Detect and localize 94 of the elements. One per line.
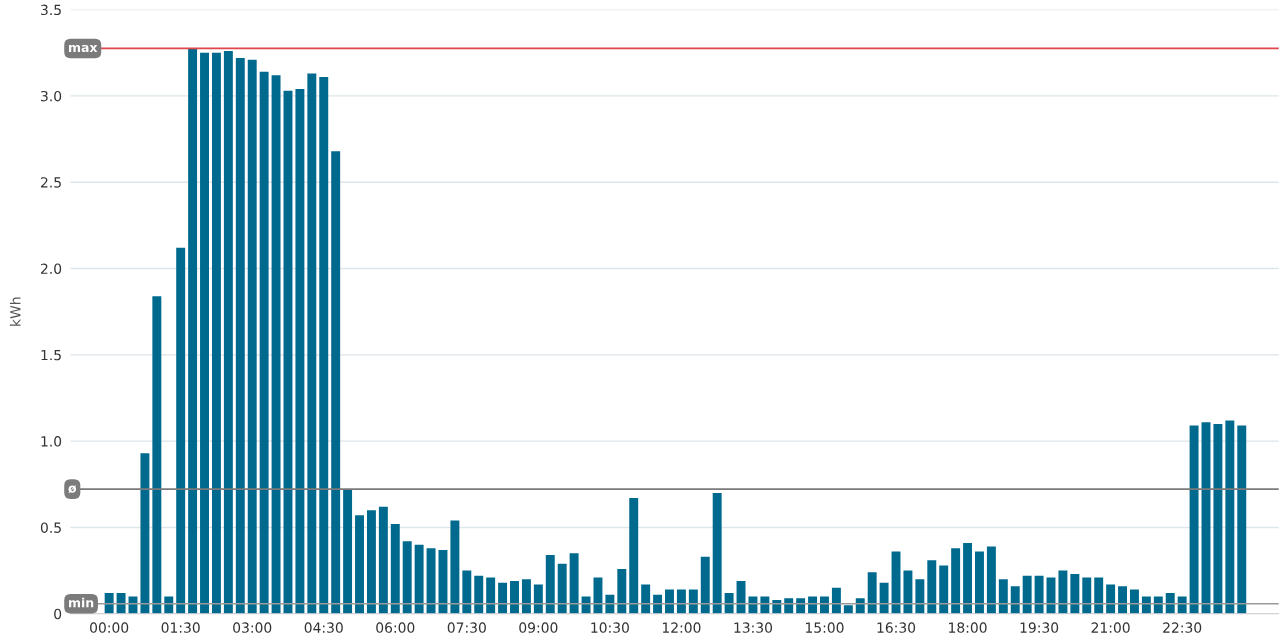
bar (1010, 586, 1020, 614)
x-tick-label: 07:30 (447, 622, 486, 633)
bar (140, 453, 150, 614)
ref-line-label: max (69, 44, 98, 53)
bar (939, 565, 949, 614)
y-tick-label: 0 (54, 608, 62, 620)
bar (641, 584, 651, 614)
bar (450, 520, 460, 614)
bar (1189, 425, 1199, 614)
y-tick-label: 3.0 (41, 90, 62, 102)
bar (188, 48, 198, 614)
ref-line-label: ø (68, 485, 77, 494)
x-tick-label: 18:00 (949, 622, 987, 633)
x-tick-label: 06:00 (376, 622, 415, 633)
y-tick-label: 3.5 (41, 4, 61, 16)
bar (390, 524, 400, 614)
bar (331, 151, 341, 614)
bar (629, 498, 639, 614)
bar (700, 556, 710, 614)
y-tick-label: 1.0 (41, 436, 62, 447)
bar (223, 51, 233, 614)
bar (617, 568, 627, 614)
y-tick-label: 2.5 (41, 177, 61, 188)
bar (498, 582, 508, 614)
bar (1034, 575, 1044, 614)
bar (963, 542, 973, 614)
x-tick-label: 09:00 (519, 622, 558, 633)
bar (557, 563, 567, 614)
bar (903, 570, 913, 614)
bar (366, 510, 376, 614)
bar (915, 579, 925, 614)
bar (521, 579, 531, 614)
x-tick-label: 15:00 (805, 622, 844, 633)
bar (211, 52, 221, 614)
bar (1070, 574, 1080, 614)
bar (426, 548, 436, 614)
bar (1082, 577, 1092, 614)
ref-line-label: min (69, 597, 94, 608)
bar (438, 549, 448, 614)
bar (1094, 577, 1104, 614)
bar (1022, 575, 1032, 614)
bar (378, 506, 388, 614)
bar (951, 548, 961, 614)
x-tick-label: 19:30 (1020, 622, 1059, 633)
bar (867, 572, 877, 614)
bar (1237, 425, 1247, 614)
bar (176, 247, 186, 614)
x-tick-label: 00:00 (90, 622, 129, 633)
bar (295, 89, 305, 614)
y-axis-title: kWh (9, 297, 21, 326)
bar (1213, 423, 1223, 614)
bar (1225, 420, 1235, 614)
x-tick-label: 12:00 (662, 622, 701, 633)
bar (975, 551, 984, 614)
bar (533, 584, 543, 614)
y-tick-label: 2.0 (41, 263, 62, 274)
bar (1058, 570, 1068, 614)
bar (593, 577, 603, 614)
bar (271, 75, 281, 614)
bar (307, 73, 317, 614)
bar (545, 555, 555, 614)
bar (200, 52, 209, 614)
bar (259, 71, 269, 614)
bar (927, 560, 937, 614)
bar (712, 492, 722, 614)
bar (235, 57, 245, 614)
bar (843, 605, 853, 614)
x-tick-label: 03:00 (233, 622, 272, 633)
bar (1118, 586, 1128, 614)
bar (986, 546, 996, 614)
bar (402, 541, 412, 614)
bar (152, 296, 162, 614)
bar (510, 580, 519, 614)
bar (879, 582, 889, 614)
bar (414, 544, 424, 614)
x-tick-label: 21:00 (1091, 622, 1130, 633)
x-tick-label: 16:30 (877, 622, 916, 633)
bar (998, 579, 1008, 614)
x-tick-label: 10:30 (591, 622, 629, 633)
bar (355, 515, 364, 614)
bar (319, 76, 329, 614)
x-tick-label: 04:30 (304, 622, 343, 633)
x-tick-label: 01:30 (161, 622, 200, 633)
bar (486, 577, 496, 614)
bar (343, 489, 353, 614)
y-tick-label: 1.5 (41, 349, 61, 361)
bar (569, 553, 579, 614)
x-tick-label: 13:30 (734, 622, 773, 633)
x-tick-label: 22:30 (1163, 622, 1202, 633)
bar (474, 575, 484, 614)
bar (1106, 584, 1116, 614)
bar (247, 59, 257, 614)
y-tick-label: 0.5 (40, 522, 61, 533)
bar (462, 570, 472, 614)
